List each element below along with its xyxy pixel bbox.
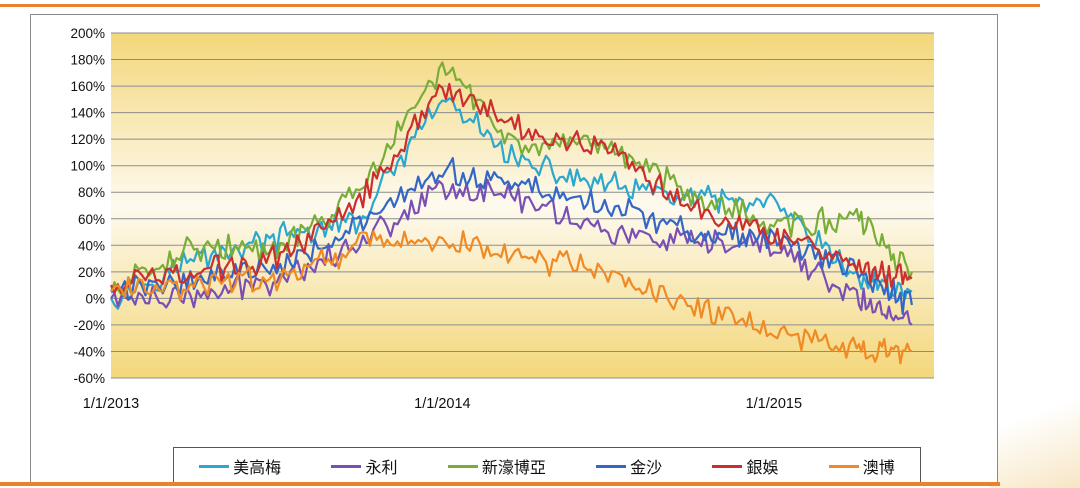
y-tick-label: 40% (78, 238, 105, 253)
legend-swatch (447, 464, 478, 468)
corner-decoration (990, 368, 1080, 488)
bottom-rule (0, 482, 1000, 486)
x-tick-label: 1/1/2013 (83, 396, 139, 412)
y-tick-label: 120% (70, 132, 105, 147)
legend-label: 銀娛 (746, 460, 779, 477)
y-tick-label: -40% (73, 344, 105, 359)
series-line (109, 61, 913, 296)
series-line (110, 230, 913, 365)
legend-label: 澳博 (862, 460, 895, 477)
y-tick-label: -20% (73, 318, 105, 333)
x-tick-label: 1/1/2014 (414, 396, 470, 412)
legend-swatch (596, 464, 627, 468)
y-tick-label: 20% (78, 265, 105, 280)
y-tick-label: 160% (70, 79, 105, 94)
series-lines (109, 61, 913, 365)
y-tick-label: 180% (70, 53, 105, 68)
legend-label: 新濠博亞 (481, 460, 546, 477)
legend-item: 澳博 (828, 454, 895, 478)
legend: 美高梅 永利 新濠博亞 金沙 銀娛 澳博 (173, 447, 921, 485)
legend-swatch (331, 464, 362, 468)
legend-swatch (712, 464, 743, 468)
x-axis: 1/1/2013 1/1/2014 1/1/2015 (83, 396, 802, 412)
legend-swatch (828, 464, 859, 468)
y-tick-label: 100% (70, 159, 105, 174)
gridlines (111, 32, 934, 379)
series-line (110, 157, 913, 315)
y-tick-label: 80% (78, 185, 105, 200)
legend-label: 永利 (365, 460, 398, 477)
y-tick-label: 140% (70, 106, 105, 121)
series-line (110, 97, 913, 310)
legend-label: 美高梅 (233, 460, 282, 477)
top-rule (0, 4, 1040, 7)
legend-swatch (199, 464, 230, 468)
x-tick-label: 1/1/2015 (746, 396, 802, 412)
y-tick-label: 60% (78, 212, 105, 227)
line-chart: 200% 180% 160% 140% 120% 100% 80% 60% 40% 20% 0% -2… (70, 26, 934, 412)
series-line (110, 178, 913, 326)
legend-item: 永利 (331, 454, 398, 478)
legend-item: 新濠博亞 (447, 454, 546, 478)
legend-item: 金沙 (596, 454, 662, 478)
legend-item: 美高梅 (199, 454, 281, 478)
legend-label: 金沙 (630, 460, 663, 477)
y-tick-label: 200% (70, 26, 105, 41)
y-tick-label: -60% (73, 371, 105, 386)
legend-item: 銀娛 (712, 454, 778, 478)
y-axis: 200% 180% 160% 140% 120% 100% 80% 60% 40% 20% 0% -2… (70, 26, 105, 386)
y-tick-label: 0% (85, 291, 105, 306)
chart-frame: 200% 180% 160% 140% 120% 100% 80% 60% 40% 20% 0% -2… (30, 14, 998, 485)
